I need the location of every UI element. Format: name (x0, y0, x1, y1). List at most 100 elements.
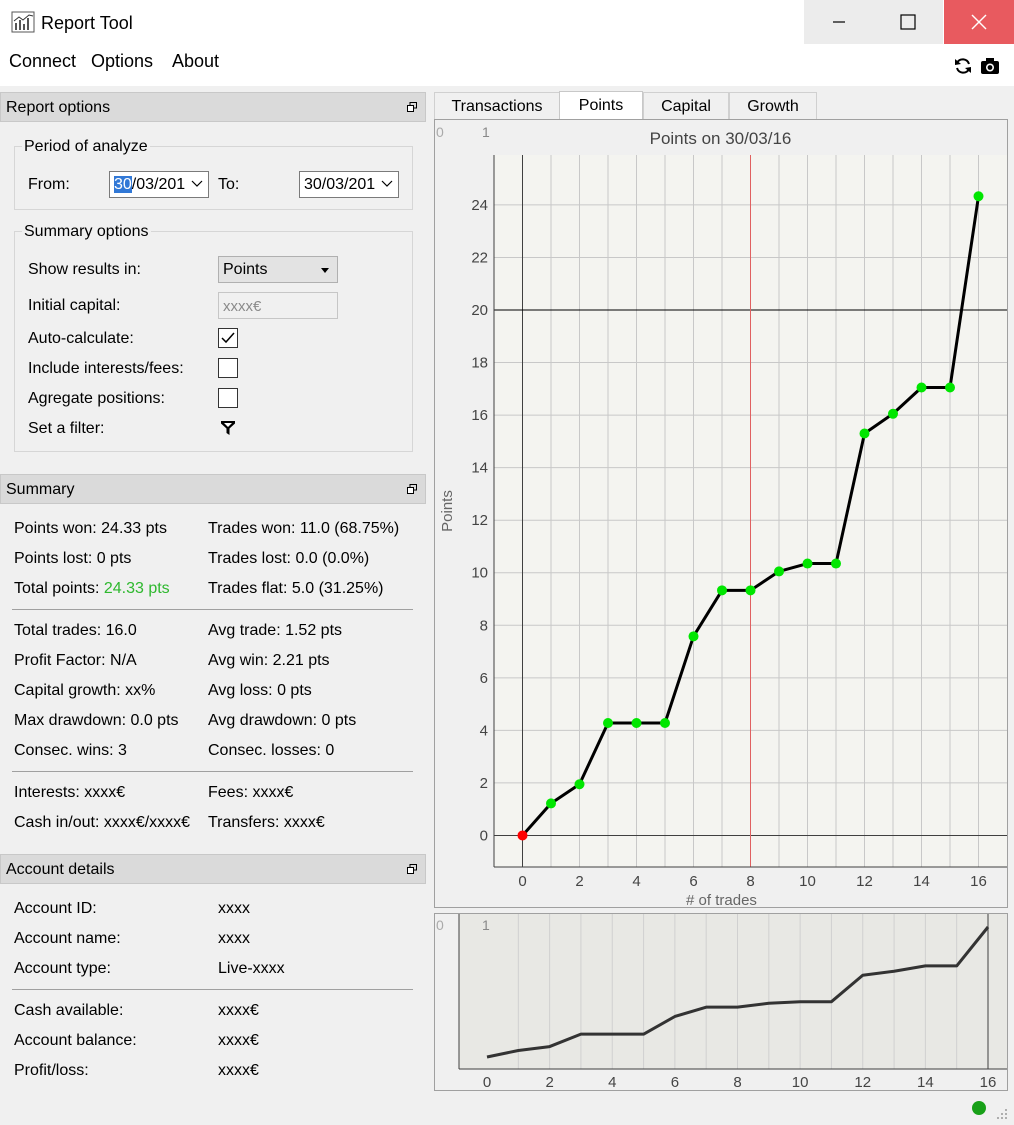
from-date-value: 30/03/201 (114, 176, 185, 194)
points-lost: Points lost: 0 pts (14, 550, 132, 567)
initial-capital-placeholder: xxxx€ (223, 298, 262, 315)
avg-trade: Avg trade: 1.52 pts (208, 622, 343, 639)
include-fees-checkbox[interactable] (218, 358, 238, 378)
data-point (517, 830, 528, 841)
x-tick-label: 12 (856, 873, 873, 890)
menu-about[interactable]: About (172, 51, 220, 71)
corner-label: 0 (436, 124, 444, 140)
profit-loss-value: xxxx€ (218, 1062, 259, 1079)
filter-icon[interactable] (220, 420, 236, 436)
include-fees-label: Include interests/fees: (28, 360, 184, 377)
fees: Fees: xxxx€ (208, 784, 294, 801)
trades-lost: Trades lost: 0.0 (0.0%) (208, 550, 370, 567)
consec-losses: Consec. losses: 0 (208, 742, 335, 759)
period-title: Period of analyze (22, 138, 150, 156)
data-point (973, 191, 984, 202)
report-options-header: Report options (0, 92, 426, 122)
camera-icon[interactable] (980, 56, 1000, 76)
overview-corner-label: 1 (482, 917, 490, 933)
data-point (831, 558, 841, 569)
data-point (688, 631, 699, 642)
capital-growth: Capital growth: xx% (14, 682, 156, 699)
points-won: Points won: 24.33 pts (14, 520, 167, 537)
menu-bar: Connect Options About (0, 46, 1014, 86)
from-date-selected-part: 30 (114, 176, 132, 193)
y-tick-label: 20 (471, 302, 488, 319)
y-tick-label: 24 (471, 197, 488, 214)
close-icon (971, 14, 987, 30)
overview-x-tick-label: 2 (545, 1074, 553, 1090)
to-label: To: (218, 176, 240, 193)
menu-options[interactable]: Options (91, 51, 154, 71)
data-point (574, 779, 585, 790)
float-panel-icon[interactable] (407, 864, 417, 874)
y-tick-label: 6 (480, 670, 488, 687)
chart-title: Points on 30/03/16 (650, 129, 792, 148)
aggregate-label: Agregate positions: (28, 390, 165, 407)
account-details-header: Account details (0, 854, 426, 884)
tab-growth[interactable]: Growth (729, 92, 817, 120)
chevron-down-icon[interactable] (191, 180, 203, 188)
float-panel-icon[interactable] (407, 102, 417, 112)
data-point (916, 382, 927, 393)
tab-capital[interactable]: Capital (643, 92, 729, 120)
total-points: Total points: 24.33 pts (14, 580, 170, 598)
maximize-icon (900, 14, 916, 30)
transfers: Transfers: xxxx€ (208, 814, 325, 831)
overview-chart[interactable]: 0 2 4 6 8 10 12 14 16 0 1 (435, 914, 1007, 1091)
show-results-select[interactable]: Points (218, 256, 338, 283)
refresh-icon[interactable] (953, 56, 973, 76)
summary-title: Summary (6, 481, 75, 498)
title-bar: Report Tool (0, 0, 1014, 46)
summary-options-groupbox (14, 231, 413, 452)
float-panel-icon[interactable] (407, 484, 417, 494)
minimize-button[interactable] (804, 0, 874, 44)
period-groupbox (14, 146, 413, 210)
profit-loss-label: Profit/loss: (14, 1062, 89, 1079)
account-name-label: Account name: (14, 930, 121, 947)
overview-x-tick-label: 10 (792, 1074, 809, 1090)
chevron-down-icon[interactable] (381, 180, 393, 188)
cash-inout: Cash in/out: xxxx€/xxxx€ (14, 814, 191, 831)
to-date-edit[interactable]: 30/03/201 (299, 171, 399, 198)
from-label: From: (28, 176, 70, 193)
resize-grip-icon[interactable] (996, 1108, 1008, 1120)
trades-flat: Trades flat: 5.0 (31.25%) (208, 580, 384, 597)
close-button[interactable] (944, 0, 1014, 44)
auto-calculate-checkbox[interactable] (218, 328, 238, 348)
menu-connect[interactable]: Connect (9, 51, 77, 71)
overview-x-tick-label: 8 (733, 1074, 741, 1090)
tab-transactions[interactable]: Transactions (434, 92, 560, 120)
account-type-label: Account type: (14, 960, 111, 977)
total-points-value: 24.33 pts (103, 580, 170, 597)
minimize-icon (833, 21, 845, 23)
x-axis-label: # of trades (686, 892, 757, 907)
tab-points[interactable]: Points (559, 91, 643, 121)
data-point (745, 585, 756, 596)
avg-drawdown: Avg drawdown: 0 pts (208, 712, 357, 729)
overview-series-line (486, 926, 990, 1059)
filter-label: Set a filter: (28, 420, 105, 437)
aggregate-checkbox[interactable] (218, 388, 238, 408)
maximize-button[interactable] (873, 0, 943, 44)
from-date-edit[interactable]: 30/03/201 (109, 171, 209, 198)
interests: Interests: xxxx€ (14, 784, 126, 801)
data-point (546, 798, 556, 809)
to-date-value: 30/03/201 (304, 176, 376, 193)
profit-factor: Profit Factor: N/A (14, 652, 137, 669)
cash-available-label: Cash available: (14, 1002, 124, 1019)
cash-available-value: xxxx€ (218, 1002, 259, 1019)
overview-corner-label: 0 (436, 917, 444, 933)
overview-x-tick-label: 0 (483, 1074, 491, 1090)
overview-x-tick-label: 4 (608, 1074, 616, 1090)
account-id-label: Account ID: (14, 900, 97, 917)
points-chart-frame: 0 2 4 6 8 10 12 14 16 18 20 22 24 0 2 4 6 8 10 12 14 16 0 1 Poin… (434, 119, 1008, 909)
consec-wins: Consec. wins: 3 (14, 742, 127, 759)
total-trades: Total trades: 16.0 (14, 622, 137, 639)
avg-win: Avg win: 2.21 pts (208, 652, 330, 669)
initial-capital-input[interactable]: xxxx€ (218, 292, 338, 319)
corner-label: 1 (482, 124, 490, 140)
data-point (603, 718, 613, 729)
data-point (660, 718, 670, 729)
